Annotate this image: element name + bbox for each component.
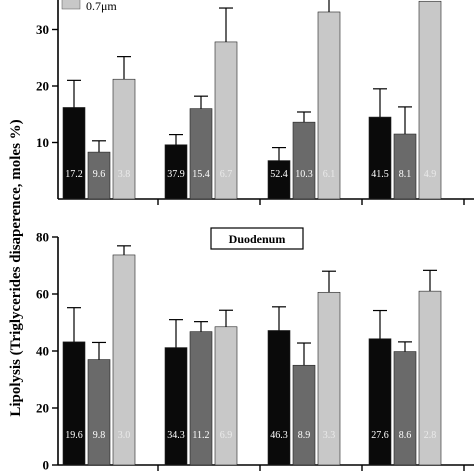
bar-data-label: 6.9 <box>220 430 233 441</box>
bar-data-label: 11.2 <box>192 430 209 441</box>
bar-data-label: 34.3 <box>167 430 185 441</box>
bar <box>418 0 442 200</box>
bar-data-label: 10.3 <box>295 169 313 180</box>
bar <box>214 326 238 466</box>
bar <box>87 359 111 466</box>
y-tick-label: 0 <box>43 458 50 473</box>
bar-data-label: 4.9 <box>424 169 437 180</box>
bar-data-label: 37.9 <box>167 169 185 180</box>
y-tick-label: 20 <box>36 79 49 94</box>
bottom-panel: 0 20 40 60 80 19.6 9.8 3.0 34.3 11.2 6.9 46.3 8.9 3.3… <box>36 230 474 473</box>
top-panel: 10 20 30 17.2 9.6 3.8 37.9 15.4 6.7 52.4 10.3 6.1 41… <box>36 0 474 205</box>
bar-data-label: 3.8 <box>118 169 131 180</box>
bar-data-label: 15.4 <box>192 169 210 180</box>
bar <box>393 133 417 200</box>
y-tick-label: 30 <box>36 22 49 37</box>
legend-label-0.7um: 0.7μm <box>86 0 117 13</box>
legend: 0.7μm <box>61 0 117 13</box>
panel-title-box: Duodenum <box>210 227 304 250</box>
y-tick-label: 60 <box>36 287 49 302</box>
bar-data-label: 46.3 <box>270 430 288 441</box>
bar <box>62 341 86 466</box>
panel-title: Duodenum <box>229 232 286 246</box>
bar-data-label: 41.5 <box>371 169 389 180</box>
y-tick-label: 20 <box>36 401 49 416</box>
bar-data-label: 27.6 <box>371 430 389 441</box>
y-tick-label: 10 <box>36 135 49 150</box>
bar <box>164 347 188 466</box>
bar-data-label: 8.9 <box>298 430 311 441</box>
bar <box>393 351 417 466</box>
bar-data-label: 19.6 <box>65 430 83 441</box>
bar-data-label: 9.6 <box>93 169 106 180</box>
bar-data-label: 17.2 <box>65 169 83 180</box>
bar <box>368 116 392 200</box>
bar-data-label: 3.0 <box>118 430 131 441</box>
bar <box>62 107 86 200</box>
bar-data-label: 9.8 <box>93 430 106 441</box>
bar-data-label: 52.4 <box>270 169 288 180</box>
bar-data-label: 8.1 <box>399 169 412 180</box>
y-tick-label: 40 <box>36 344 49 359</box>
bar-data-label: 8.6 <box>399 430 412 441</box>
bar <box>112 78 136 200</box>
bar-data-label: 3.3 <box>323 430 336 441</box>
bar <box>292 364 316 466</box>
bar-data-label: 2.8 <box>424 430 437 441</box>
bar <box>189 108 213 200</box>
bar <box>368 338 392 466</box>
bar <box>292 121 316 200</box>
y-tick-label: 80 <box>36 230 49 245</box>
bar <box>267 330 291 466</box>
y-axis-label: Lipolysis (Triglycerides disaperence, mo… <box>8 119 24 416</box>
legend-swatch-light <box>61 0 81 10</box>
bar-data-label: 6.7 <box>220 169 233 180</box>
bar <box>189 331 213 466</box>
bar-data-label: 6.1 <box>323 169 336 180</box>
